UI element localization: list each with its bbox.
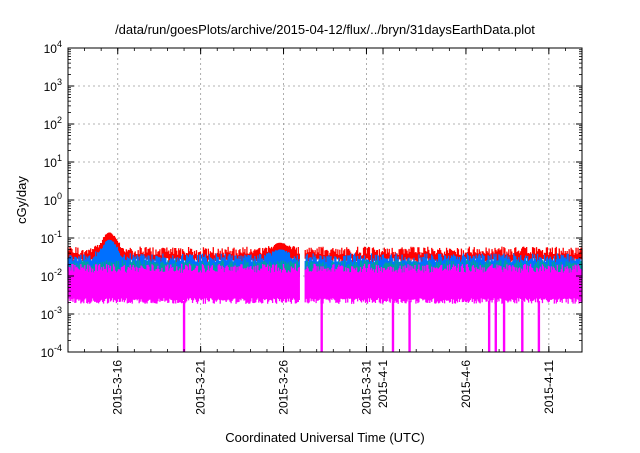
y-tick-label: 10-2 [41,267,62,284]
series-dip [494,300,497,352]
x-tick-label: 2015-4-6 [459,360,473,408]
y-tick-label: 102 [44,115,62,132]
x-tick-label: 2015-3-26 [277,360,291,415]
series-dip [521,300,524,352]
y-tick-label: 103 [44,77,62,94]
x-tick-label: 2015-4-1 [376,360,390,408]
series-dip [391,300,395,352]
x-tick-label: 2015-3-16 [111,360,125,415]
x-tick-label: 2015-3-31 [359,360,373,415]
series-dip [537,300,541,352]
series-dip [502,300,506,352]
y-tick-label: 10-4 [41,343,62,360]
y-axis-label: cGy/day [14,176,29,224]
x-axis-label: Coordinated Universal Time (UTC) [225,430,424,445]
series-dip [182,300,186,352]
y-tick-label: 101 [44,153,62,170]
series-dip [320,300,323,352]
series-band-4 [67,263,583,304]
chart-title: /data/run/goesPlots/archive/2015-04-12/f… [115,22,535,37]
series-dip [408,300,411,352]
y-tick-label: 100 [44,191,62,208]
series-dip [487,300,491,352]
grid [68,48,582,352]
y-tick-label: 104 [44,39,62,56]
x-tick-label: 2015-3-21 [194,360,208,415]
y-tick-label: 10-1 [41,229,62,246]
axes: 104 103 102 101 100 10-1 10-2 10-3 10-4 2015-3-16… [41,39,583,415]
y-tick-label: 10-3 [41,305,62,322]
x-tick-label: 2015-4-11 [542,360,556,414]
series-layer [67,232,583,352]
